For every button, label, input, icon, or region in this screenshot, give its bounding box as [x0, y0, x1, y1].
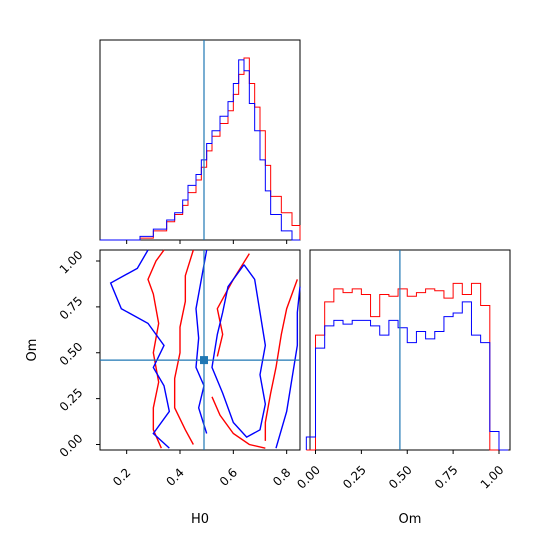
h0-tick-label: 0.6 — [217, 465, 240, 488]
joint-red-contour — [211, 396, 266, 449]
joint-red-contour — [264, 279, 298, 441]
om-x-tick-label: 0.25 — [340, 463, 369, 492]
hist-h0-red-series — [100, 57, 301, 241]
x-axis-label-h0: H0 — [191, 512, 209, 527]
om-x-tick-label: 0.75 — [432, 463, 461, 492]
hist-om-blue-series — [305, 301, 509, 451]
om-y-tick-label: 0.50 — [57, 340, 86, 369]
hist-h0-blue-series — [100, 59, 300, 241]
truth-marker — [200, 356, 208, 365]
joint-red-contour — [173, 249, 195, 445]
chart-marks: 0.2 0.4 0.6 0.80.000.000.250.250.500.500.75… — [57, 40, 509, 492]
hist-om-red-series — [306, 282, 509, 451]
h0-tick-label: 0.4 — [163, 465, 186, 488]
om-x-tick-label: 1.00 — [478, 463, 507, 492]
joint-red-contour — [216, 253, 250, 357]
y-axis-label-om: Om — [25, 339, 40, 362]
om-y-tick-label: 1.00 — [57, 248, 86, 277]
h0-tick-label: 0.8 — [270, 465, 293, 488]
om-y-tick-label: 0.00 — [57, 431, 86, 460]
x-axis-label-om: Om — [399, 512, 422, 527]
hist-om-panel — [309, 249, 511, 451]
joint-blue-contour — [195, 249, 208, 434]
joint-blue-contour — [275, 286, 301, 449]
om-y-tick-label: 0.75 — [57, 294, 86, 323]
om-x-tick-label: 0.50 — [386, 463, 415, 492]
hist-h0-panel — [99, 39, 301, 241]
joint-blue-contour — [211, 264, 267, 439]
joint-blue-contour — [109, 249, 171, 449]
h0-tick-label: 0.2 — [110, 465, 133, 488]
joint-panel — [99, 249, 301, 451]
om-x-tick-label: 0.00 — [294, 463, 323, 492]
om-y-tick-label: 0.25 — [57, 385, 86, 414]
joint-red-contour — [147, 249, 165, 449]
